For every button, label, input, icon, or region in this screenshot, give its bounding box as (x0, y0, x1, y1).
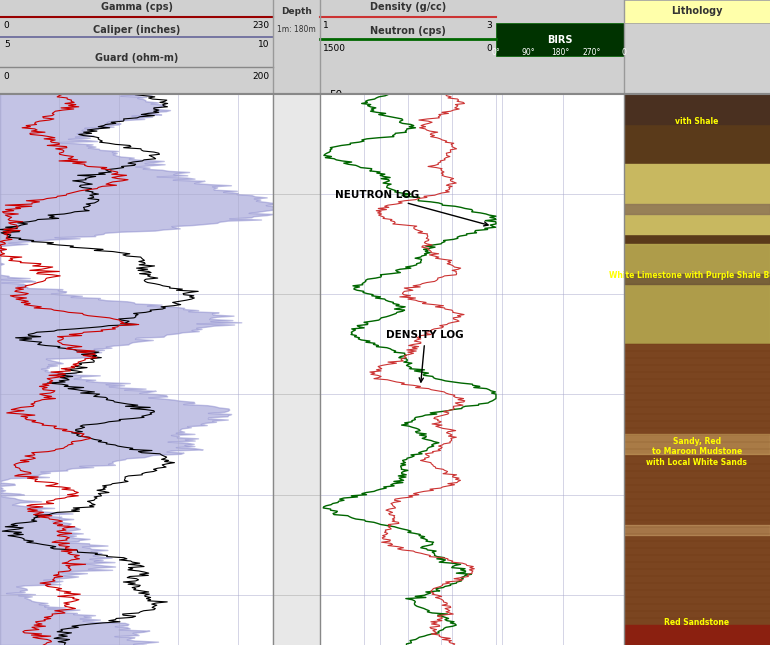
Text: 1500: 1500 (323, 44, 346, 53)
Bar (624, 0, 770, 23)
Text: White Limestone with Purple Shale Beds: White Limestone with Purple Shale Beds (609, 271, 770, 280)
Text: Neutron (cps): Neutron (cps) (370, 26, 446, 36)
Text: Sandy, Red
to Maroon Mudstone
with Local White Sands: Sandy, Red to Maroon Mudstone with Local… (646, 437, 748, 467)
Text: 230: 230 (253, 21, 270, 30)
Text: 0: 0 (487, 44, 492, 53)
Text: vith Shale: vith Shale (675, 117, 718, 126)
Text: Gamma (cps): Gamma (cps) (101, 3, 172, 12)
Text: 180°: 180° (551, 48, 569, 57)
Text: 200: 200 (253, 72, 270, 81)
Bar (496, 23, 624, 56)
Text: Density (g/cc): Density (g/cc) (370, 3, 446, 12)
Text: BIRS: BIRS (547, 35, 573, 45)
Text: 270°: 270° (583, 48, 601, 57)
Text: Guard (ohm-m): Guard (ohm-m) (95, 53, 179, 63)
Text: 0: 0 (4, 72, 9, 81)
Text: Caliper (inches): Caliper (inches) (93, 25, 180, 35)
Text: DENSITY LOG: DENSITY LOG (387, 330, 464, 382)
Text: 0°: 0° (491, 48, 500, 57)
Text: 1: 1 (323, 21, 329, 30)
Text: NEUTRON LOG: NEUTRON LOG (335, 190, 488, 226)
Text: 0: 0 (621, 48, 626, 57)
Text: 1m: 180m: 1m: 180m (277, 25, 316, 34)
Text: 90°: 90° (521, 48, 534, 57)
Text: 3: 3 (487, 21, 492, 30)
Text: Lithology: Lithology (671, 6, 722, 16)
Text: 5: 5 (4, 41, 9, 50)
Text: 0: 0 (4, 21, 9, 30)
Text: 10: 10 (258, 41, 269, 50)
Text: Depth: Depth (281, 6, 312, 15)
Text: Red Sandstone: Red Sandstone (665, 619, 729, 628)
